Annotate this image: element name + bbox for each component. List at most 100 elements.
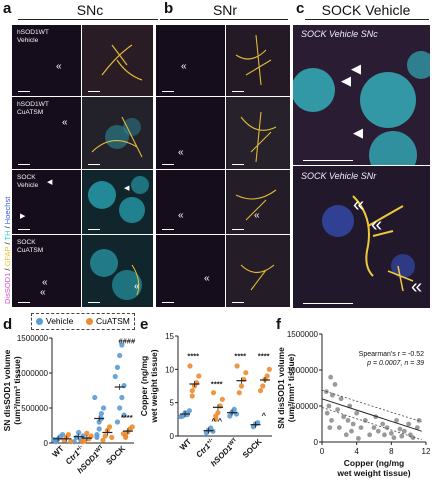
spearman-stat: Spearman's r = -0.52 bbox=[359, 351, 424, 358]
scale-bar bbox=[162, 91, 174, 92]
micrograph-b-3-left: « bbox=[156, 170, 225, 234]
vehicle-point bbox=[53, 439, 59, 445]
y-axis-title-group: Copper (ng/mgwet weight tissue) bbox=[139, 349, 159, 423]
vehicle-point bbox=[227, 413, 233, 419]
ci-lower-line bbox=[321, 407, 422, 441]
micrograph-a-4-right: « bbox=[82, 235, 153, 307]
micrograph-b-1-right bbox=[226, 25, 290, 96]
y-tick-label: 500000 bbox=[291, 402, 318, 411]
significance-marker: **** bbox=[258, 352, 270, 361]
y-tick-label: 5 bbox=[170, 399, 175, 408]
micrograph-a-2-left: hSOD1WT CuATSM « bbox=[12, 97, 81, 169]
row-label-hsod1-cuatsm: hSOD1WT CuATSM bbox=[17, 101, 49, 116]
vehicle-legend-label: Vehicle bbox=[46, 316, 74, 326]
row-label-sock-vehicle: SOCK Vehicle bbox=[17, 174, 39, 189]
micrograph-b-4-right bbox=[226, 235, 290, 307]
cuatsm-point bbox=[123, 434, 129, 440]
vehicle-point bbox=[119, 394, 125, 401]
category-label: SOCK bbox=[241, 437, 264, 460]
significance-marker: ^ ^ bbox=[211, 416, 222, 425]
data-point bbox=[391, 435, 397, 441]
cuatsm-point bbox=[106, 424, 113, 430]
data-point bbox=[336, 425, 342, 430]
panel-letter-b: b bbox=[164, 0, 174, 17]
arrowhead-marker: ◀ bbox=[353, 125, 363, 140]
chevron-marker: « bbox=[40, 287, 46, 298]
panel-title-sock-vehicle: SOCK Vehicle bbox=[321, 2, 411, 18]
vehicle-point bbox=[117, 352, 123, 359]
arrowhead-marker: ▶ bbox=[20, 213, 26, 220]
vehicle-point bbox=[73, 434, 80, 440]
scale-bar bbox=[18, 229, 30, 230]
vehicle-point bbox=[121, 412, 127, 418]
cuatsm-point bbox=[260, 383, 266, 389]
x-tick-label: 8 bbox=[389, 447, 394, 456]
vehicle-point bbox=[117, 405, 123, 411]
cuatsm-point bbox=[109, 434, 115, 440]
vehicle-point bbox=[184, 412, 190, 418]
chart-f-correlation: 0 500000 1000000 1500000 0 4 8 12 SN disSOD1 vol… bbox=[276, 330, 431, 478]
y-tick-label: 15 bbox=[165, 332, 174, 341]
cuatsm-point bbox=[219, 396, 225, 402]
ci-upper-line bbox=[321, 389, 422, 423]
data-point bbox=[375, 428, 381, 434]
data-point bbox=[332, 382, 338, 387]
scale-bar bbox=[18, 91, 30, 92]
panel-title-snc: SNc bbox=[76, 2, 104, 18]
vehicle-point bbox=[112, 373, 118, 380]
significance-marker: **** bbox=[187, 352, 199, 361]
stain-legend: DisSOD1 / GFAP / TH / Hoechst bbox=[3, 196, 12, 304]
p-value-stat: p = 0.0007, n = 39 bbox=[366, 360, 424, 367]
scale-bar bbox=[303, 303, 353, 304]
chevron-marker: « bbox=[353, 194, 365, 216]
data-point bbox=[327, 425, 333, 430]
chevron-marker: « bbox=[181, 61, 187, 72]
data-point bbox=[345, 418, 351, 423]
y-axis-title: Copper (ng/mgwet weight tissue) bbox=[139, 349, 159, 423]
data-point bbox=[416, 418, 422, 423]
cuatsm-point bbox=[264, 373, 270, 379]
micrograph-c-bottom: SOCK Vehicle SNr « « « bbox=[293, 166, 430, 308]
panel-letter-c: c bbox=[296, 0, 305, 17]
data-point bbox=[335, 407, 340, 412]
scale-bar bbox=[18, 302, 30, 303]
x-tick-label: 12 bbox=[422, 447, 431, 456]
vehicle-point bbox=[178, 414, 184, 420]
scale-bar bbox=[88, 302, 100, 303]
y-tick-label: 1000000 bbox=[17, 369, 49, 378]
scale-bar bbox=[88, 91, 100, 92]
row-label-hsod1-vehicle: hSOD1WT Vehicle bbox=[17, 29, 49, 44]
scale-bar bbox=[232, 164, 244, 165]
chart-e-copper: 0 5 10 15 Copper (ng/mgwet weight tissue) WT C… bbox=[139, 332, 272, 468]
chevron-marker: « bbox=[254, 210, 260, 221]
vehicle-point bbox=[76, 429, 82, 436]
micrograph-a-3-left: SOCK Vehicle ◀ ▶ bbox=[12, 170, 81, 234]
cuatsm-point bbox=[68, 439, 74, 445]
cuatsm-point bbox=[84, 430, 90, 436]
chevron-marker: « bbox=[178, 210, 184, 221]
scale-bar bbox=[162, 229, 174, 230]
micrograph-b-1-left: « bbox=[156, 25, 225, 96]
vehicle-point bbox=[80, 433, 86, 439]
panel-title-snr: SNr bbox=[212, 2, 238, 18]
vehicle-point bbox=[96, 426, 102, 432]
y-tick-label: 0 bbox=[44, 439, 49, 448]
chevron-marker: « bbox=[134, 281, 140, 292]
micrograph-a-4-left: SOCK CuATSM « « bbox=[12, 235, 81, 307]
vehicle-point bbox=[100, 405, 107, 411]
y-tick-label: 10 bbox=[165, 365, 174, 374]
data-point bbox=[380, 421, 386, 427]
micrograph-a-3-right: ◀ bbox=[82, 170, 153, 234]
group-legend: Vehicle CuATSM bbox=[31, 313, 135, 330]
data-point bbox=[371, 425, 377, 430]
data-point bbox=[338, 396, 344, 402]
cuatsm-point bbox=[213, 413, 219, 419]
chart-d-sn-dissod1-volume: 0 500000 1000000 1500000 SN disSOD1 volume(u… bbox=[2, 334, 136, 475]
chevron-marker: « bbox=[178, 147, 184, 158]
title-rule-b bbox=[160, 19, 288, 20]
micrograph-b-2-right bbox=[226, 97, 290, 169]
cuatsm-point bbox=[129, 424, 135, 430]
chevron-marker: « bbox=[56, 61, 62, 72]
y-tick-label: 0 bbox=[314, 438, 319, 447]
chevron-marker: « bbox=[411, 276, 423, 298]
